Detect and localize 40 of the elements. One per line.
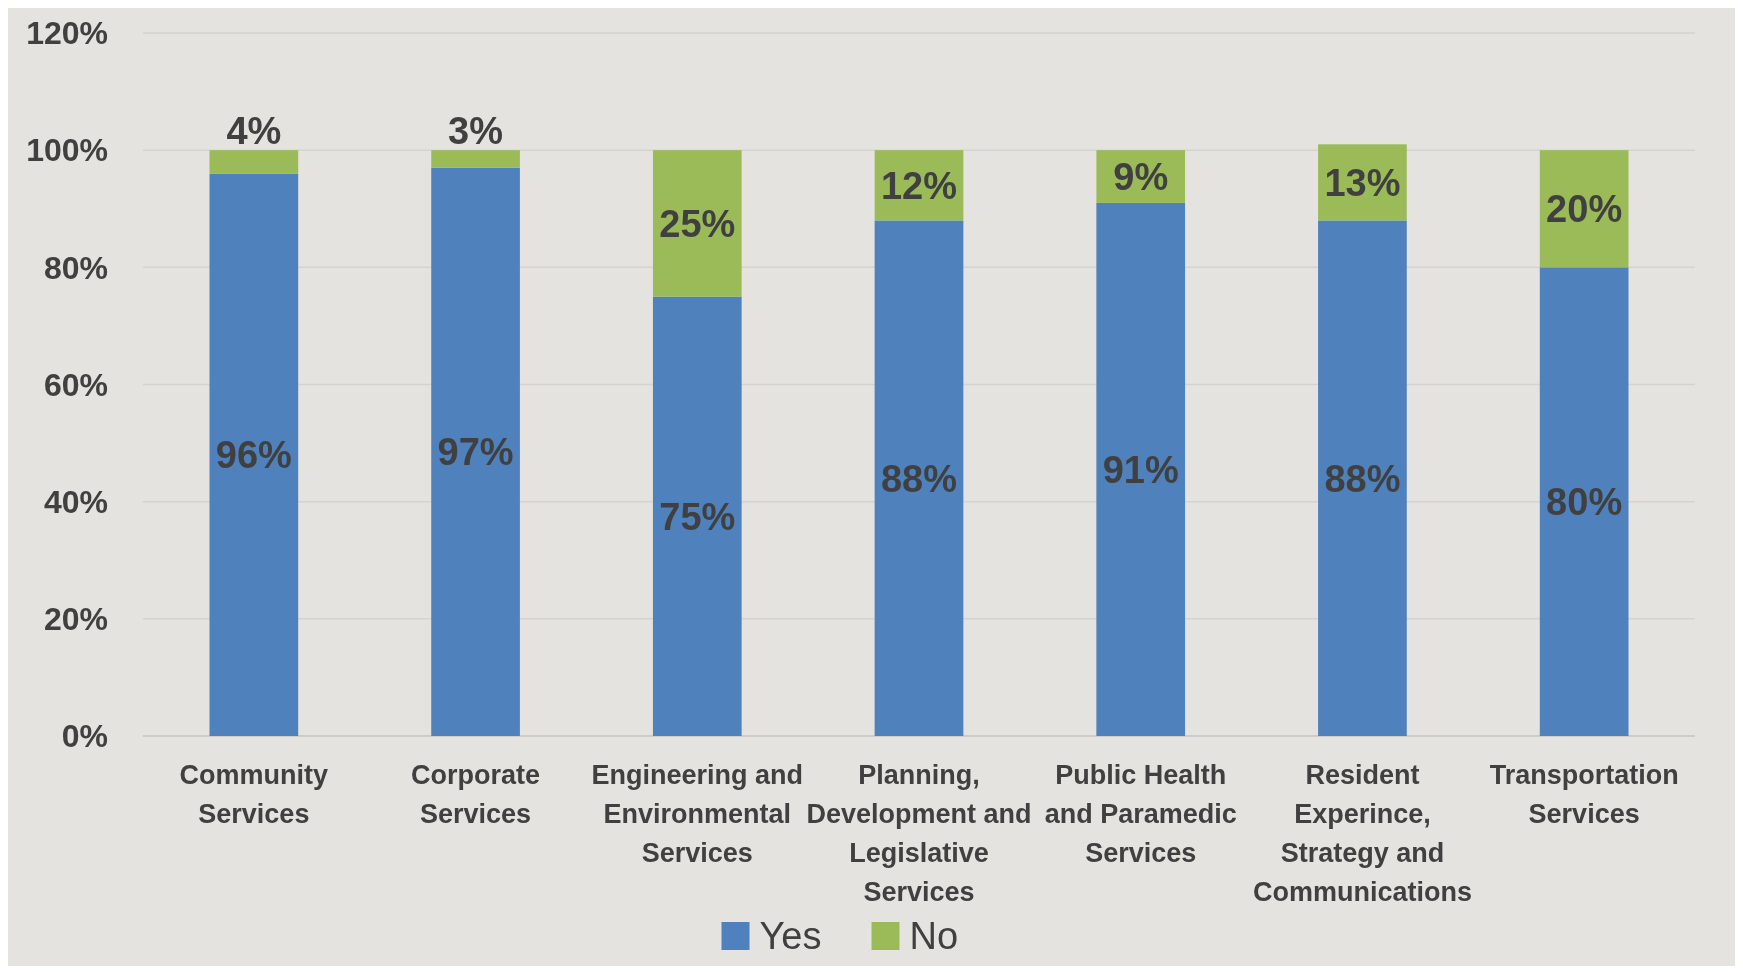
y-tick-label: 100% — [26, 132, 108, 169]
x-tick-label: Community Services — [179, 760, 329, 829]
data-label: 9% — [1113, 155, 1169, 198]
data-label: 91% — [1102, 448, 1179, 491]
data-label: 96% — [215, 434, 292, 477]
data-label: 80% — [1546, 480, 1623, 523]
x-tick-label: Transportation Services — [1489, 760, 1679, 829]
data-label: 25% — [659, 202, 736, 245]
data-label: 88% — [880, 457, 958, 500]
data-label: 20% — [1546, 188, 1623, 231]
bar — [209, 150, 299, 174]
data-label: 88% — [1324, 457, 1401, 500]
data-label: 4% — [226, 110, 282, 153]
data-label: 97% — [437, 431, 514, 474]
bar — [652, 150, 742, 297]
x-tick-label: Resident Experince, Strategy and Communications — [1252, 760, 1472, 907]
data-label: 13% — [1324, 161, 1401, 204]
bar — [1539, 267, 1629, 736]
data-label: 12% — [880, 164, 958, 207]
y-tick-label: 0% — [61, 718, 108, 755]
bar — [209, 173, 299, 736]
bar — [874, 220, 964, 736]
bar — [1318, 220, 1407, 736]
bar — [1096, 202, 1186, 736]
x-tick-label: Public Health and Paramedic Services — [1044, 760, 1237, 868]
y-tick-label: 20% — [43, 601, 108, 638]
legend-label: Yes — [759, 915, 822, 958]
x-tick-label: Engineering and Environmental Services — [591, 760, 804, 868]
data-label: 3% — [448, 110, 504, 153]
x-tick-label: Corporate Services — [411, 760, 541, 829]
y-tick-label: 120% — [26, 15, 108, 52]
x-tick-label: Planning, Development and Legislative Services — [806, 760, 1032, 907]
data-label: 75% — [659, 495, 736, 538]
y-tick-label: 40% — [43, 483, 108, 520]
bar — [431, 167, 520, 736]
bar — [652, 296, 742, 736]
y-tick-label: 60% — [43, 366, 108, 403]
y-tick-label: 80% — [43, 249, 108, 286]
legend-label: No — [909, 915, 959, 958]
bar — [431, 150, 520, 168]
